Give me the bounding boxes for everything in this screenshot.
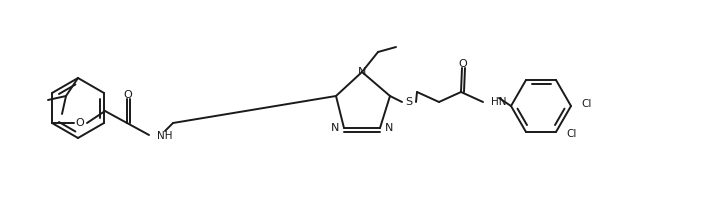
Text: N: N	[331, 123, 339, 133]
Text: O: O	[459, 59, 467, 69]
Text: HN: HN	[491, 97, 506, 107]
Text: N: N	[385, 123, 393, 133]
Text: N: N	[358, 67, 366, 77]
Text: Cl: Cl	[581, 99, 591, 109]
Text: NH: NH	[157, 131, 173, 141]
Text: O: O	[76, 118, 84, 128]
Text: Cl: Cl	[566, 129, 577, 139]
Text: O: O	[124, 90, 132, 100]
Text: S: S	[405, 97, 413, 107]
